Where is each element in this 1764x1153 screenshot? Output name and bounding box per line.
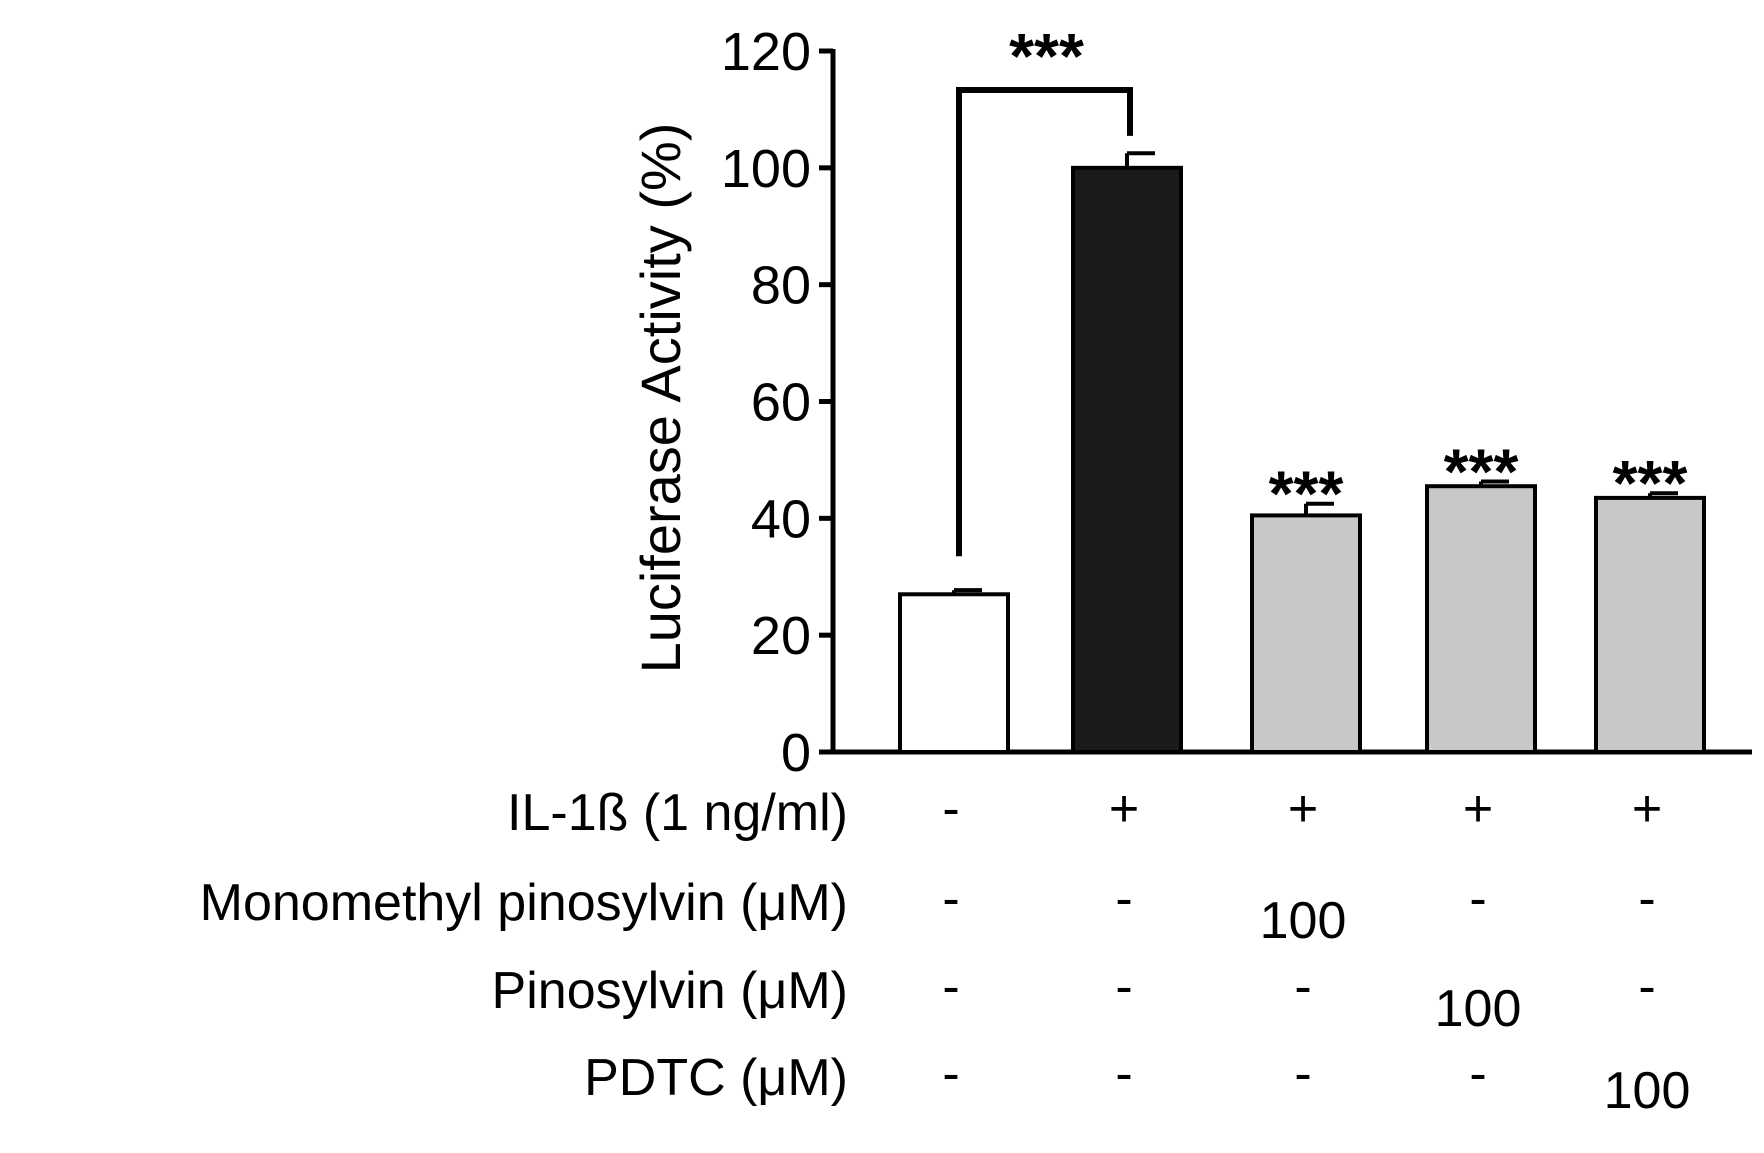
treatment-row-label: Monomethyl pinosylvin (μM) — [200, 874, 848, 932]
treatment-cell: - — [1469, 1045, 1486, 1103]
y-tick-label: 40 — [751, 489, 811, 549]
y-axis: 0 20 40 60 80 100 120 — [721, 22, 836, 783]
treatment-cell: + — [1632, 780, 1662, 838]
y-tick-label: 100 — [721, 139, 811, 199]
y-tick-label: 120 — [721, 22, 811, 82]
treatment-cell: - — [942, 958, 959, 1016]
treatment-cell: 100 — [1435, 980, 1522, 1038]
significance-bracket — [956, 87, 1133, 557]
treatment-cell: - — [942, 870, 959, 928]
treatment-cell: 100 — [1604, 1062, 1691, 1120]
treatment-cell: - — [1115, 958, 1132, 1016]
treatment-cell: - — [1638, 870, 1655, 928]
bar — [1250, 513, 1362, 754]
significance-annotations: *** *** *** *** — [956, 20, 1688, 557]
treatment-cell: - — [1115, 1045, 1132, 1103]
y-tick-label: 60 — [751, 373, 811, 433]
y-axis-label: Luciferase Activity (%) — [629, 123, 692, 674]
y-tick-label: 0 — [781, 723, 811, 783]
treatment-cell: - — [942, 1045, 959, 1103]
treatment-table: IL-1ß (1 ng/ml) - + + + + Monomethyl pinosylvi… — [200, 780, 1691, 1120]
bars — [898, 151, 1706, 755]
bracket-stars: *** — [1009, 20, 1084, 92]
treatment-row-label: IL-1ß (1 ng/ml) — [507, 784, 848, 842]
treatment-cell: - — [1638, 958, 1655, 1016]
treatment-cell: 100 — [1260, 892, 1347, 950]
treatment-cell: + — [1463, 780, 1493, 838]
treatment-cell: - — [1115, 870, 1132, 928]
significance-stars: *** — [1444, 436, 1519, 508]
bar — [1425, 484, 1537, 754]
bar — [1071, 165, 1183, 755]
bar — [1594, 495, 1706, 755]
treatment-row-label: Pinosylvin (μM) — [492, 962, 848, 1020]
y-tick-label: 20 — [751, 606, 811, 666]
significance-stars: *** — [1613, 447, 1688, 519]
treatment-cell: - — [1294, 958, 1311, 1016]
treatment-row-label: PDTC (μM) — [584, 1049, 848, 1107]
treatment-cell: + — [1109, 780, 1139, 838]
treatment-cell: - — [1294, 1045, 1311, 1103]
significance-stars: *** — [1269, 458, 1344, 530]
treatment-cell: - — [1469, 870, 1486, 928]
treatment-cell: - — [942, 780, 959, 838]
y-tick-label: 80 — [751, 256, 811, 316]
bar — [898, 592, 1010, 755]
treatment-cell: + — [1288, 780, 1318, 838]
